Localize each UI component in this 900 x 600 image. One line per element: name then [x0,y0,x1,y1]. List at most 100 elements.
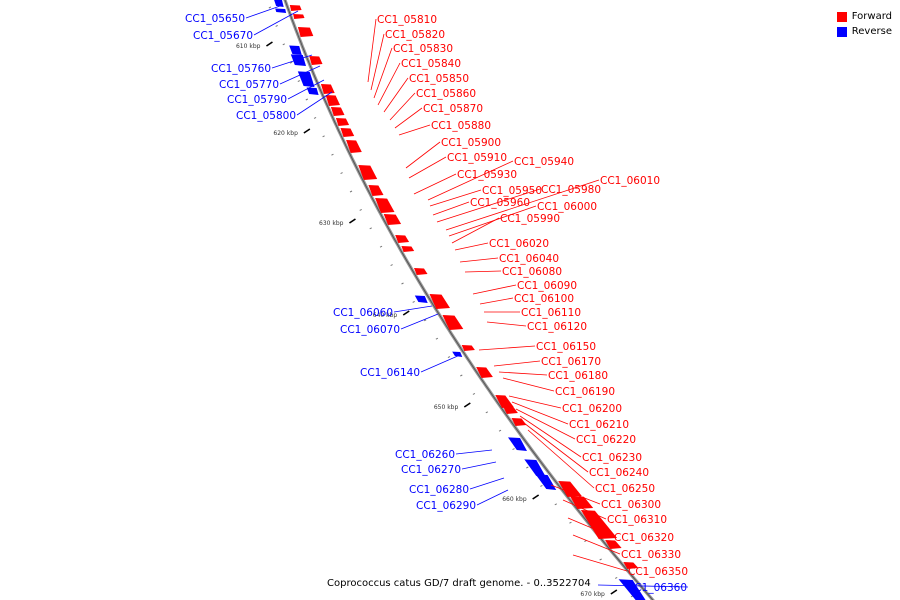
reverse-gene-label[interactable]: CC1_05670 [193,30,253,42]
forward-leader-line [572,554,628,572]
forward-gene[interactable] [330,107,345,116]
forward-gene[interactable] [429,294,451,309]
forward-gene-label[interactable]: CC1_05870 [423,103,483,115]
forward-gene-label[interactable]: CC1_06210 [569,419,629,431]
forward-gene[interactable] [414,268,428,275]
reverse-gene[interactable] [275,8,287,14]
reverse-gene-label[interactable]: CC1_05790 [227,94,287,106]
reverse-gene-label[interactable]: CC1_06280 [409,484,469,496]
reverse-gene-label[interactable]: CC1_05800 [236,110,296,122]
forward-gene-label[interactable]: CC1_05900 [441,137,501,149]
forward-gene-label[interactable]: CC1_06200 [562,403,622,415]
reverse-gene-label[interactable]: CC1_05760 [211,63,271,75]
forward-gene[interactable] [476,367,493,378]
reverse-gene-label[interactable]: CC1_06270 [401,464,461,476]
forward-gene-label[interactable]: CC1_06080 [502,266,562,278]
reverse-gene-label[interactable]: CC1_05770 [219,79,279,91]
forward-gene[interactable] [605,540,622,549]
forward-gene[interactable] [289,5,302,11]
forward-gene-label[interactable]: CC1_06180 [548,370,608,382]
forward-gene[interactable] [502,405,518,414]
reverse-gene[interactable] [289,45,302,56]
forward-gene-label[interactable]: CC1_06100 [514,293,574,305]
forward-gene[interactable] [395,235,410,243]
reverse-gene[interactable] [274,0,284,7]
forward-leader-line [405,141,441,169]
reverse-gene[interactable] [535,474,557,490]
forward-gene[interactable] [368,185,384,196]
forward-gene[interactable] [558,481,582,497]
forward-gene[interactable] [511,418,527,426]
forward-gene-label[interactable]: CC1_06110 [521,307,581,319]
forward-leader-line [445,179,600,231]
forward-gene[interactable] [623,562,639,569]
forward-gene[interactable] [320,84,335,94]
reverse-leader-line [393,305,433,313]
forward-gene[interactable] [461,345,475,351]
reverse-gene[interactable] [290,54,306,66]
forward-gene[interactable] [442,315,464,330]
reverse-gene[interactable] [618,579,647,600]
reverse-gene[interactable] [414,295,428,304]
forward-gene-label[interactable]: CC1_05930 [457,169,517,181]
forward-gene-label[interactable]: CC1_06090 [517,280,577,292]
forward-gene-label[interactable]: CC1_05910 [447,152,507,164]
reverse-gene-label[interactable]: CC1_06140 [360,367,420,379]
reverse-gene[interactable] [306,87,319,96]
forward-gene-label[interactable]: CC1_06250 [595,483,655,495]
forward-gene-label[interactable]: CC1_05860 [416,88,476,100]
reverse-gene[interactable] [524,459,546,477]
forward-gene-label[interactable]: CC1_06170 [541,356,601,368]
forward-gene[interactable] [293,14,305,19]
forward-gene-label[interactable]: CC1_05940 [514,156,574,168]
forward-gene[interactable] [580,510,618,539]
forward-gene-label[interactable]: CC1_06010 [600,175,660,187]
reverse-gene-label[interactable]: CC1_06060 [333,307,393,319]
major-tick [303,128,311,134]
reverse-gene[interactable] [297,71,315,87]
forward-gene-label[interactable]: CC1_05880 [431,120,491,132]
forward-gene-label[interactable]: CC1_06320 [614,532,674,544]
forward-gene-label[interactable]: CC1_05820 [385,29,445,41]
forward-gene-label[interactable]: CC1_05840 [401,58,461,70]
forward-gene-label[interactable]: CC1_05980 [541,184,601,196]
reverse-gene-label[interactable]: CC1_05650 [185,13,245,25]
forward-gene-label[interactable]: CC1_06350 [628,566,688,578]
forward-gene-label[interactable]: CC1_06230 [582,452,642,464]
forward-gene-label[interactable]: CC1_05950 [482,185,542,197]
forward-gene[interactable] [358,165,378,180]
forward-gene-label[interactable]: CC1_05990 [500,213,560,225]
forward-gene-label[interactable]: CC1_06000 [537,201,597,213]
forward-gene-label[interactable]: CC1_05960 [470,197,530,209]
reverse-gene-label[interactable]: CC1_06070 [340,324,400,336]
reverse-gene-label[interactable]: CC1_06260 [395,449,455,461]
forward-gene[interactable] [335,118,350,126]
forward-gene-label[interactable]: CC1_06150 [536,341,596,353]
forward-gene-label[interactable]: CC1_06300 [601,499,661,511]
reverse-gene-label[interactable]: CC1_06290 [416,500,476,512]
forward-gene[interactable] [375,198,395,213]
forward-gene-label[interactable]: CC1_06220 [576,434,636,446]
forward-gene-label[interactable]: CC1_06190 [555,386,615,398]
forward-gene-label[interactable]: CC1_06040 [499,253,559,265]
reverse-gene-label[interactable]: CC1_06360 [627,582,687,594]
forward-gene[interactable] [346,140,362,153]
forward-gene-label[interactable]: CC1_05850 [409,73,469,85]
forward-gene[interactable] [325,95,340,106]
forward-gene-label[interactable]: CC1_05810 [377,14,437,26]
forward-gene-label[interactable]: CC1_06020 [489,238,549,250]
reverse-gene[interactable] [452,351,463,357]
forward-gene[interactable] [495,395,514,408]
reverse-gene[interactable] [508,437,527,451]
forward-gene-label[interactable]: CC1_06310 [607,514,667,526]
forward-gene[interactable] [401,246,415,252]
forward-gene[interactable] [309,56,323,65]
forward-gene[interactable] [297,27,314,37]
forward-gene-label[interactable]: CC1_05830 [393,43,453,55]
forward-gene[interactable] [383,214,402,225]
minor-tick [401,282,404,285]
forward-gene[interactable] [340,128,355,137]
forward-gene-label[interactable]: CC1_06240 [589,467,649,479]
forward-gene-label[interactable]: CC1_06330 [621,549,681,561]
forward-gene-label[interactable]: CC1_06120 [527,321,587,333]
